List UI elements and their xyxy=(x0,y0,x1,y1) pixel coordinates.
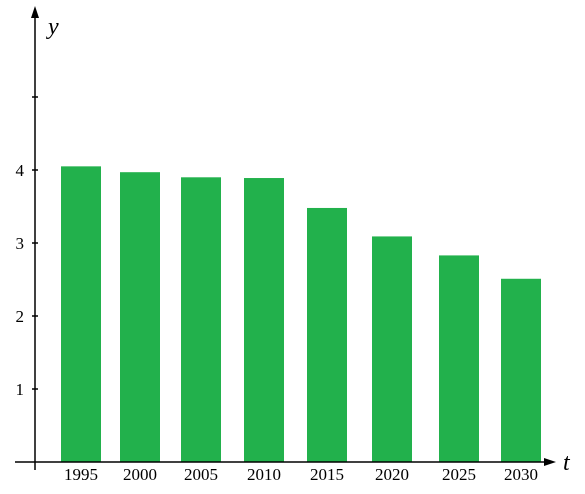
x-tick-label-2010: 2010 xyxy=(247,465,281,484)
y-tick-label-3: 3 xyxy=(16,234,25,253)
x-tick-label-2025: 2025 xyxy=(442,465,476,484)
x-tick-label-1995: 1995 xyxy=(64,465,98,484)
bar-2030 xyxy=(501,278,541,462)
bar-1995 xyxy=(61,166,101,462)
x-tick-label-2005: 2005 xyxy=(184,465,218,484)
bar-2000 xyxy=(120,172,160,462)
y-tick-label-4: 4 xyxy=(16,161,25,180)
bar-2010 xyxy=(244,178,284,462)
bar-2025 xyxy=(439,255,479,462)
x-axis-title: t xyxy=(563,450,571,476)
x-labels-group: 1995 2000 2005 2010 2015 2020 2025 2030 xyxy=(64,465,538,484)
y-axis-arrow xyxy=(31,6,39,18)
bars-group xyxy=(61,166,541,463)
y-ticks-group: 1 2 3 4 xyxy=(16,96,38,399)
bar-2015 xyxy=(307,207,347,462)
x-axis-arrow xyxy=(544,458,556,466)
y-tick-label-1: 1 xyxy=(16,380,25,399)
x-tick-label-2030: 2030 xyxy=(504,465,538,484)
x-tick-label-2020: 2020 xyxy=(375,465,409,484)
bar-2005 xyxy=(181,177,221,463)
x-tick-label-2015: 2015 xyxy=(310,465,344,484)
x-tick-label-2000: 2000 xyxy=(123,465,157,484)
y-tick-label-2: 2 xyxy=(16,307,25,326)
bar-2020 xyxy=(372,236,412,462)
y-axis-title: y xyxy=(46,14,59,40)
